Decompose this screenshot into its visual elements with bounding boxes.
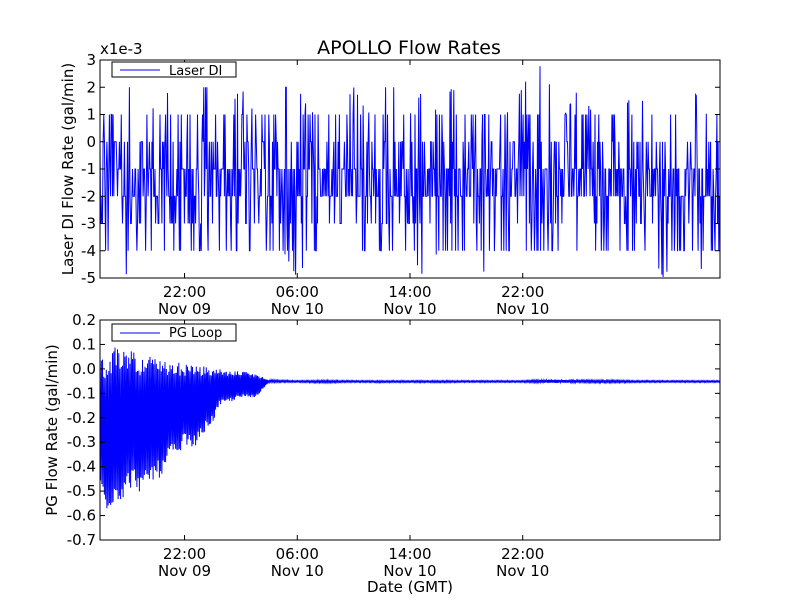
y-tick-label: -2 <box>81 187 96 205</box>
x-tick-date: Nov 10 <box>496 562 549 580</box>
x-tick-time: 22:00 <box>163 283 206 301</box>
x-tick-date: Nov 10 <box>271 562 324 580</box>
y-tick-label: -5 <box>81 269 96 287</box>
y-tick-label: 1 <box>86 106 96 124</box>
y-tick-label: -0.1 <box>67 384 96 402</box>
y-tick-label: -3 <box>81 215 96 233</box>
top-offset-text: x1e-3 <box>100 40 143 58</box>
bottom-x-axis-label: Date (GMT) <box>367 578 453 596</box>
y-tick-label: 2 <box>86 78 96 96</box>
x-tick-time: 14:00 <box>388 283 431 301</box>
x-tick-time: 22:00 <box>163 545 206 563</box>
bottom-legend-label: PG Loop <box>169 326 222 341</box>
y-tick-label: -0.5 <box>67 482 96 500</box>
y-tick-label: -0.7 <box>67 531 96 549</box>
top-y-axis-label: Laser DI Flow Rate (gal/min) <box>59 63 77 275</box>
x-tick-date: Nov 10 <box>271 300 324 318</box>
y-tick-label: 0.1 <box>72 335 96 353</box>
x-tick-date: Nov 10 <box>496 300 549 318</box>
x-tick-date: Nov 10 <box>383 300 436 318</box>
bottom-legend: PG Loop <box>111 323 237 342</box>
bottom-plot-frame <box>99 319 721 541</box>
bottom-y-axis-label: PG Flow Rate (gal/min) <box>43 344 61 516</box>
top-series-laser-di <box>100 66 720 278</box>
y-tick-label: 0 <box>86 133 96 151</box>
top-y-ticks: -5 -4 -3 -2 -1 0 1 2 3 <box>81 51 720 287</box>
y-tick-label: -4 <box>81 242 96 260</box>
bottom-series-pg-loop <box>100 347 720 509</box>
x-tick-time: 14:00 <box>388 545 431 563</box>
y-tick-label: -1 <box>81 160 96 178</box>
y-tick-label: 3 <box>86 51 96 69</box>
series-line <box>100 347 720 509</box>
top-plot-frame <box>99 59 721 279</box>
y-tick-label: 0.2 <box>72 311 96 329</box>
bottom-y-ticks: -0.7 -0.6 -0.5 -0.4 -0.3 -0.2 -0.1 0.0 0.1 0.2 <box>67 311 720 549</box>
y-tick-label: 0.0 <box>72 360 96 378</box>
y-tick-label: -0.2 <box>67 409 96 427</box>
x-tick-time: 22:00 <box>501 283 544 301</box>
top-legend: Laser DI <box>111 61 237 79</box>
x-tick-time: 06:00 <box>276 545 319 563</box>
y-tick-label: -0.3 <box>67 433 96 451</box>
series-line <box>100 66 720 278</box>
y-tick-label: -0.4 <box>67 458 96 476</box>
chart-title: APOLLO Flow Rates <box>317 37 501 59</box>
y-tick-label: -0.6 <box>67 507 96 525</box>
x-tick-date: Nov 09 <box>158 562 211 580</box>
x-tick-date: Nov 10 <box>383 562 436 580</box>
x-tick-time: 06:00 <box>276 283 319 301</box>
x-tick-time: 22:00 <box>501 545 544 563</box>
x-tick-date: Nov 09 <box>158 300 211 318</box>
top-legend-box <box>111 61 237 78</box>
bottom-legend-box <box>111 323 237 342</box>
top-legend-label: Laser DI <box>169 64 222 79</box>
